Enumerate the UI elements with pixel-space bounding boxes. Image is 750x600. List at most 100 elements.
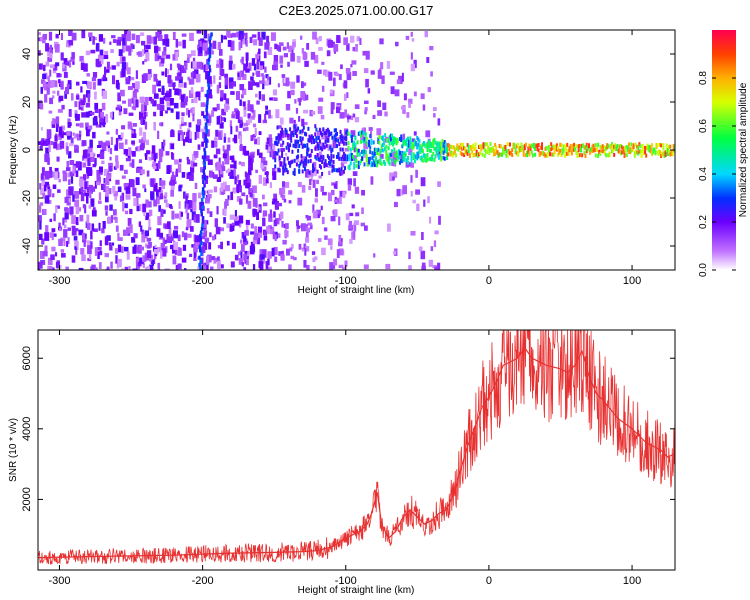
heatmap-cell	[131, 82, 136, 89]
heatmap-cell	[258, 174, 262, 184]
heatmap-signal-cell	[380, 161, 383, 166]
heatmap-streak-cell	[198, 255, 201, 260]
heatmap-cell	[75, 123, 80, 127]
heatmap-cell	[75, 248, 78, 255]
heatmap-cell	[309, 170, 314, 177]
heatmap-signal-cell	[412, 144, 415, 149]
heatmap-cell	[256, 235, 261, 245]
heatmap-cell	[78, 229, 84, 236]
heatmap-cell	[275, 233, 281, 238]
heatmap-cell	[215, 148, 221, 155]
heatmap-signal-cell	[644, 150, 647, 155]
heatmap-cell	[86, 180, 89, 190]
heatmap-cell	[119, 195, 123, 202]
heatmap-cell	[139, 257, 143, 264]
heatmap-signal-cell	[656, 150, 659, 155]
heatmap-cell	[87, 167, 93, 176]
heatmap-signal-cell	[347, 131, 350, 136]
heatmap-cell	[74, 101, 78, 108]
heatmap-cell	[234, 176, 237, 185]
heatmap-cell	[245, 194, 249, 204]
heatmap-cell	[75, 170, 79, 177]
heatmap-signal-cell	[530, 150, 533, 155]
heatmap-cell	[101, 160, 105, 164]
heatmap-signal-cell	[400, 138, 403, 142]
heatmap-cell	[271, 201, 277, 205]
heatmap-streak-cell	[199, 248, 202, 253]
heatmap-cell	[150, 178, 155, 187]
heatmap-signal-cell	[597, 153, 600, 158]
heatmap-signal-cell	[623, 153, 626, 158]
heatmap-cell	[125, 157, 131, 162]
heatmap-cell	[189, 226, 194, 232]
heatmap-signal-cell	[364, 150, 367, 155]
heatmap-streak-cell	[208, 54, 212, 58]
heatmap-cell	[165, 38, 170, 47]
heatmap-cell	[327, 238, 333, 246]
heatmap-cell	[221, 117, 226, 122]
heatmap-signal-cell	[348, 166, 351, 171]
heatmap-cell	[214, 218, 218, 228]
heatmap-cell	[223, 35, 227, 40]
heatmap-signal-cell	[332, 154, 335, 159]
heatmap-signal-cell	[349, 133, 352, 138]
heatmap-signal-cell	[671, 152, 674, 157]
heatmap-signal-cell	[645, 146, 648, 151]
heatmap-signal-cell	[362, 152, 365, 157]
heatmap-cell	[426, 57, 430, 63]
heatmap-cell	[87, 258, 92, 262]
heatmap-cell	[205, 113, 211, 119]
heatmap-cell	[250, 115, 255, 120]
heatmap-streak-cell	[205, 111, 209, 116]
heatmap-signal-cell	[316, 153, 319, 157]
heatmap-signal-cell	[420, 146, 423, 151]
heatmap-streak-cell	[208, 46, 211, 51]
heatmap-signal-cell	[400, 134, 403, 139]
heatmap-cell	[210, 43, 214, 49]
heatmap-cell	[48, 31, 53, 41]
heatmap-cell	[82, 80, 88, 84]
heatmap-signal-cell	[479, 144, 482, 149]
heatmap-cell	[259, 80, 264, 84]
heatmap-cell	[259, 65, 263, 71]
heatmap-cell	[105, 193, 109, 197]
heatmap-signal-cell	[620, 144, 622, 149]
heatmap-cell	[130, 77, 135, 81]
heatmap-cell	[125, 185, 131, 194]
heatmap-cell	[97, 78, 102, 86]
heatmap-signal-cell	[416, 145, 419, 150]
heatmap-signal-cell	[394, 137, 397, 142]
heatmap-signal-cell	[446, 147, 448, 152]
heatmap-signal-cell	[387, 146, 390, 151]
heatmap-cell	[132, 90, 137, 98]
heatmap-cell	[154, 163, 159, 171]
heatmap-signal-cell	[326, 154, 329, 159]
heatmap-cell	[54, 171, 58, 180]
heatmap-cell	[432, 265, 438, 269]
heatmap-signal-cell	[413, 154, 416, 159]
heatmap-signal-cell	[494, 151, 497, 156]
heatmap-cell	[42, 251, 48, 257]
heatmap-cell	[364, 107, 368, 112]
heatmap-cell	[352, 47, 356, 52]
heatmap-cell	[223, 93, 227, 100]
heatmap-streak-cell	[203, 162, 206, 166]
heatmap-cell	[224, 77, 229, 86]
heatmap-cell	[218, 131, 221, 139]
heatmap-cell	[408, 102, 411, 108]
heatmap-streak-cell	[201, 216, 205, 220]
heatmap-signal-cell	[435, 142, 438, 147]
heatmap-cell	[238, 221, 242, 228]
heatmap-signal-cell	[339, 147, 342, 152]
heatmap-cell	[219, 168, 223, 175]
heatmap-signal-cell	[384, 147, 387, 152]
heatmap-cell	[105, 69, 110, 73]
heatmap-cell	[257, 226, 263, 234]
heatmap-cell	[298, 243, 302, 250]
heatmap-cell	[116, 39, 121, 46]
heatmap-cell	[117, 232, 120, 241]
heatmap-cell	[46, 86, 50, 95]
heatmap-cell	[64, 90, 67, 99]
heatmap-cell	[58, 135, 62, 140]
heatmap-cell	[63, 58, 68, 64]
